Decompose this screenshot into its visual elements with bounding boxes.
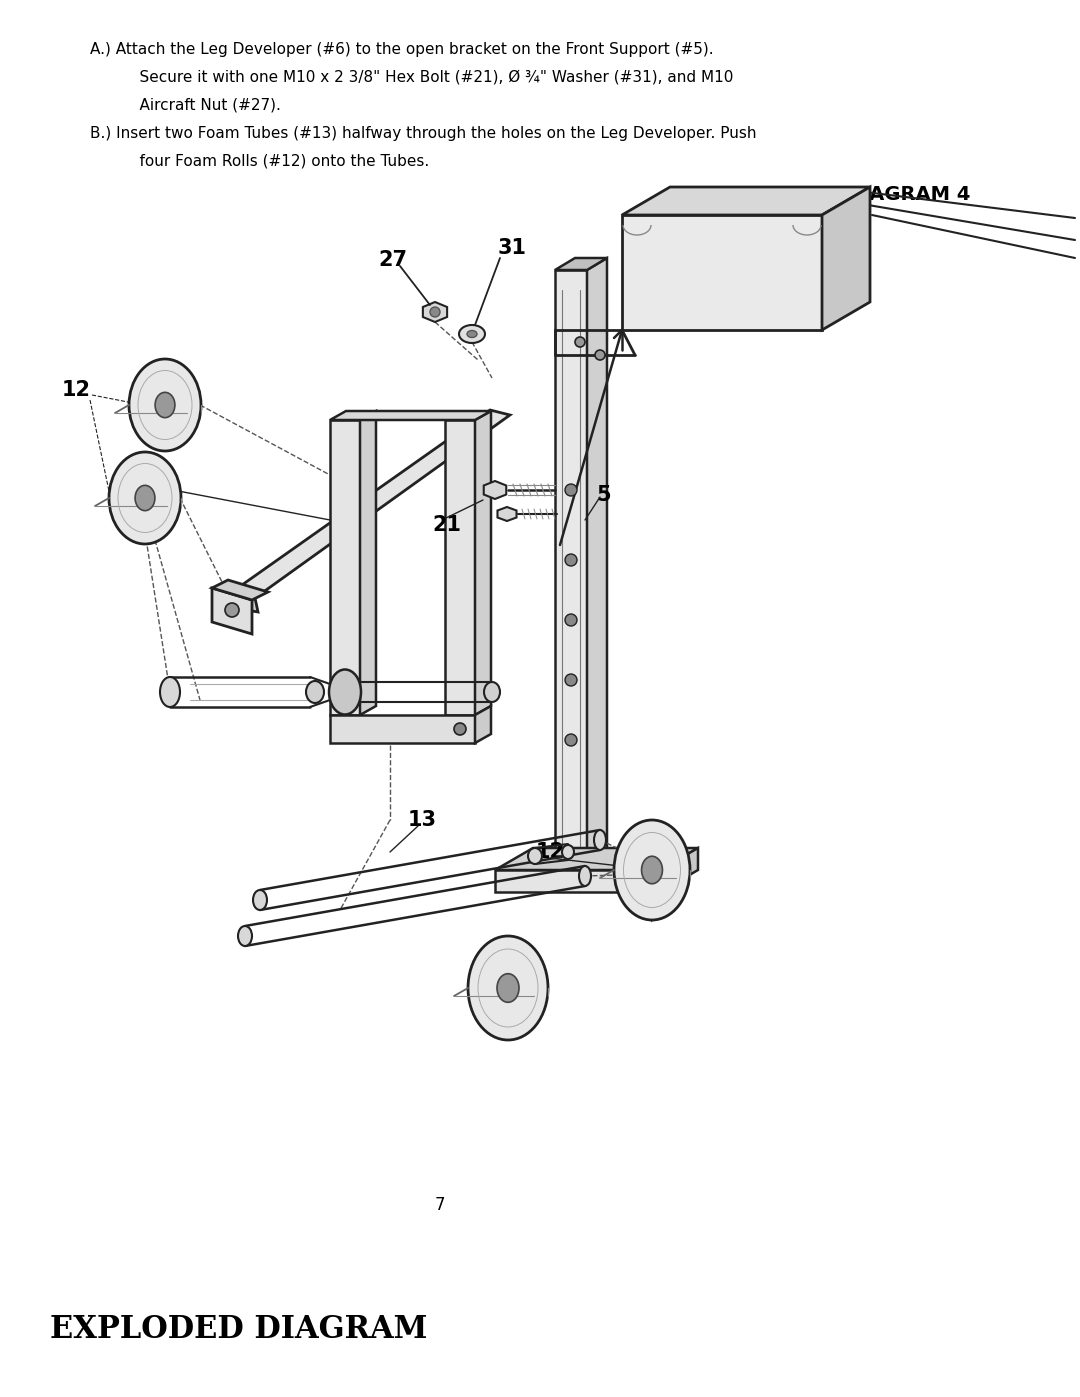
Polygon shape bbox=[588, 258, 607, 870]
Polygon shape bbox=[555, 258, 607, 270]
Ellipse shape bbox=[160, 678, 180, 707]
Text: 31: 31 bbox=[498, 237, 527, 258]
Circle shape bbox=[430, 307, 440, 317]
Text: 12: 12 bbox=[536, 842, 565, 862]
Circle shape bbox=[565, 615, 577, 626]
Circle shape bbox=[225, 604, 239, 617]
Polygon shape bbox=[495, 870, 660, 893]
Polygon shape bbox=[330, 411, 491, 420]
Ellipse shape bbox=[468, 936, 548, 1039]
Polygon shape bbox=[212, 580, 268, 599]
Circle shape bbox=[565, 483, 577, 496]
Text: 6: 6 bbox=[156, 478, 170, 497]
Text: 27: 27 bbox=[378, 250, 407, 270]
Ellipse shape bbox=[562, 845, 573, 859]
Circle shape bbox=[595, 351, 605, 360]
Text: 12: 12 bbox=[62, 380, 91, 400]
Text: 21: 21 bbox=[432, 515, 461, 535]
Polygon shape bbox=[360, 411, 376, 715]
Polygon shape bbox=[475, 705, 491, 743]
Ellipse shape bbox=[135, 485, 154, 511]
Ellipse shape bbox=[156, 393, 175, 418]
Ellipse shape bbox=[306, 680, 324, 703]
Text: 13: 13 bbox=[408, 810, 437, 830]
Text: A.) Attach the Leg Developer (#6) to the open bracket on the Front Support (#5).: A.) Attach the Leg Developer (#6) to the… bbox=[90, 42, 714, 57]
Circle shape bbox=[565, 673, 577, 686]
Circle shape bbox=[454, 724, 465, 735]
Polygon shape bbox=[495, 848, 698, 870]
Ellipse shape bbox=[329, 669, 361, 714]
Text: 7: 7 bbox=[435, 1196, 445, 1214]
Ellipse shape bbox=[109, 453, 181, 543]
Polygon shape bbox=[232, 592, 258, 612]
Polygon shape bbox=[622, 187, 870, 215]
Ellipse shape bbox=[484, 682, 500, 703]
Polygon shape bbox=[423, 302, 447, 321]
Ellipse shape bbox=[459, 326, 485, 344]
Polygon shape bbox=[660, 848, 698, 893]
Ellipse shape bbox=[129, 359, 201, 451]
Polygon shape bbox=[232, 409, 510, 598]
Ellipse shape bbox=[642, 856, 662, 884]
Polygon shape bbox=[330, 715, 475, 743]
Circle shape bbox=[575, 337, 585, 346]
Ellipse shape bbox=[528, 848, 542, 863]
Ellipse shape bbox=[497, 974, 519, 1002]
Polygon shape bbox=[212, 588, 252, 634]
Polygon shape bbox=[622, 215, 822, 330]
Text: four Foam Rolls (#12) onto the Tubes.: four Foam Rolls (#12) onto the Tubes. bbox=[120, 154, 429, 169]
Polygon shape bbox=[484, 481, 507, 499]
Ellipse shape bbox=[467, 331, 477, 338]
Ellipse shape bbox=[594, 830, 606, 849]
Ellipse shape bbox=[579, 866, 591, 886]
Text: B.) Insert two Foam Tubes (#13) halfway through the holes on the Leg Developer. : B.) Insert two Foam Tubes (#13) halfway … bbox=[90, 126, 756, 141]
Polygon shape bbox=[555, 270, 588, 870]
Polygon shape bbox=[445, 420, 475, 715]
Ellipse shape bbox=[615, 820, 690, 921]
Polygon shape bbox=[822, 187, 870, 330]
Polygon shape bbox=[475, 411, 491, 715]
Text: Aircraft Nut (#27).: Aircraft Nut (#27). bbox=[120, 98, 281, 113]
Text: DIAGRAM 4: DIAGRAM 4 bbox=[846, 184, 970, 204]
Text: EXPLODED DIAGRAM: EXPLODED DIAGRAM bbox=[50, 1315, 428, 1345]
Circle shape bbox=[565, 733, 577, 746]
Polygon shape bbox=[330, 420, 360, 715]
Ellipse shape bbox=[238, 926, 252, 946]
Ellipse shape bbox=[253, 890, 267, 909]
Circle shape bbox=[565, 555, 577, 566]
Text: Secure it with one M10 x 2 3/8" Hex Bolt (#21), Ø ¾" Washer (#31), and M10: Secure it with one M10 x 2 3/8" Hex Bolt… bbox=[120, 70, 733, 85]
Text: 5: 5 bbox=[596, 485, 610, 504]
Polygon shape bbox=[498, 507, 516, 521]
